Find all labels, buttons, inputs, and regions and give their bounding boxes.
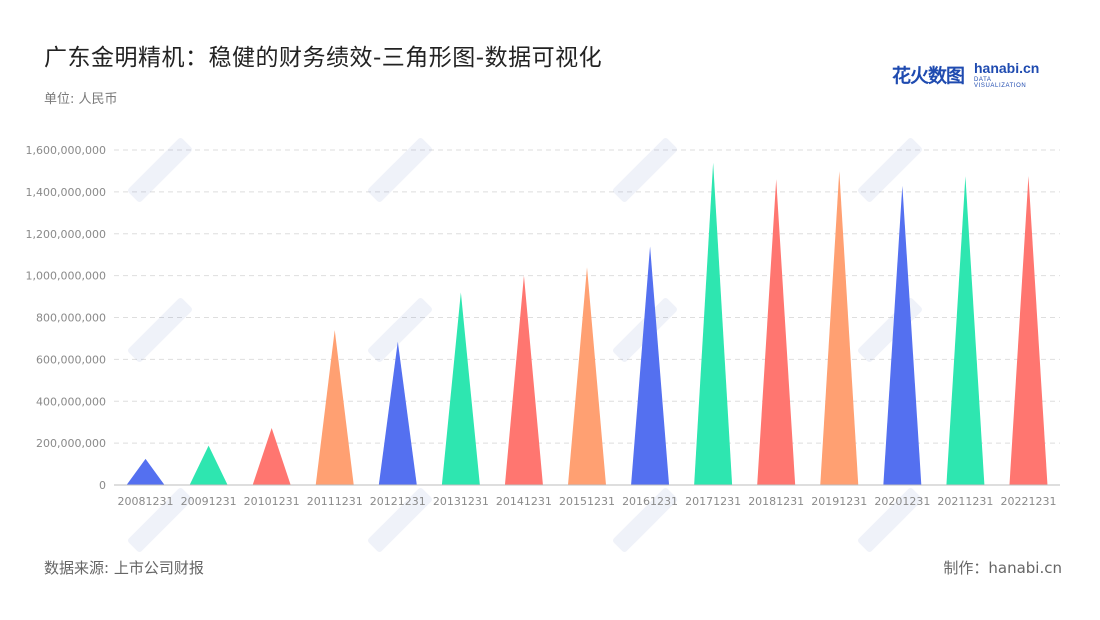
triangle-bar [946, 176, 985, 485]
triangle-bar [315, 330, 354, 485]
x-tick-label: 20081231 [118, 495, 174, 508]
triangle-bar [189, 445, 228, 485]
watermark-mark [128, 138, 192, 202]
x-tick-label: 20201231 [874, 495, 930, 508]
unit-label: 单位: 人民币 [44, 92, 118, 107]
x-tick-label: 20121231 [370, 495, 426, 508]
triangle-bar [441, 292, 480, 485]
watermark-mark [613, 488, 677, 552]
y-tick-label: 1,400,000,000 [26, 186, 106, 199]
watermark-mark [128, 298, 192, 362]
x-tick-label: 20171231 [685, 495, 741, 508]
logo-text-cn: 花火数图 [892, 65, 965, 87]
y-tick-label: 400,000,000 [36, 395, 106, 408]
chart-title: 广东金明精机：稳健的财务绩效-三角形图-数据可视化 [44, 45, 603, 71]
x-tick-label: 20181231 [748, 495, 804, 508]
watermark-mark [858, 298, 922, 362]
watermark-mark [613, 138, 677, 202]
axis-layer: 0 200,000,000 400,000,000 600,000,000 800,00… [26, 144, 1060, 508]
y-tick-label: 1,200,000,000 [26, 228, 106, 241]
triangle-bar [757, 179, 796, 485]
data-source: 数据来源: 上市公司财报 [44, 559, 204, 577]
maker-credit: 制作：hanabi.cn [943, 559, 1062, 577]
watermark-mark [858, 138, 922, 202]
watermark-mark [858, 488, 922, 552]
x-tick-label: 20151231 [559, 495, 615, 508]
y-tick-label: 0 [99, 479, 106, 492]
triangle-bar [1009, 176, 1048, 485]
watermark-mark [128, 488, 192, 552]
y-tick-label: 1,000,000,000 [26, 270, 106, 283]
triangle-bar [126, 458, 165, 485]
bar-layer [126, 162, 1048, 485]
x-tick-label: 20161231 [622, 495, 678, 508]
x-tick-label: 20091231 [181, 495, 237, 508]
x-tick-label: 20131231 [433, 495, 489, 508]
triangle-bar [252, 428, 291, 485]
triangle-bar [883, 185, 922, 485]
x-tick-label: 20221231 [1000, 495, 1056, 508]
triangle-bar [631, 246, 670, 485]
y-tick-label: 800,000,000 [36, 312, 106, 325]
triangle-bar [568, 267, 606, 485]
brand-logo: 花火数图 hanabi.cn DATA VISUALIZATION [892, 59, 1040, 89]
y-tick-label: 600,000,000 [36, 353, 106, 366]
x-tick-label: 20211231 [937, 495, 993, 508]
y-tick-label: 200,000,000 [36, 437, 106, 450]
x-tick-label: 20111231 [307, 495, 363, 508]
y-tick-label: 1,600,000,000 [26, 144, 106, 157]
logo-subtext: DATA VISUALIZATION [974, 77, 1027, 89]
watermark-mark [368, 138, 432, 202]
watermark-mark [368, 488, 432, 552]
x-tick-label: 20191231 [811, 495, 867, 508]
triangle-bar [820, 170, 859, 485]
logo-text-en: hanabi.cn [974, 60, 1040, 76]
triangle-bar [694, 162, 733, 485]
triangle-bar [504, 275, 543, 485]
x-tick-label: 20101231 [244, 495, 300, 508]
triangle-bar [378, 341, 417, 485]
x-tick-label: 20141231 [496, 495, 552, 508]
watermark-layer [128, 138, 922, 552]
watermark-mark [368, 298, 432, 362]
